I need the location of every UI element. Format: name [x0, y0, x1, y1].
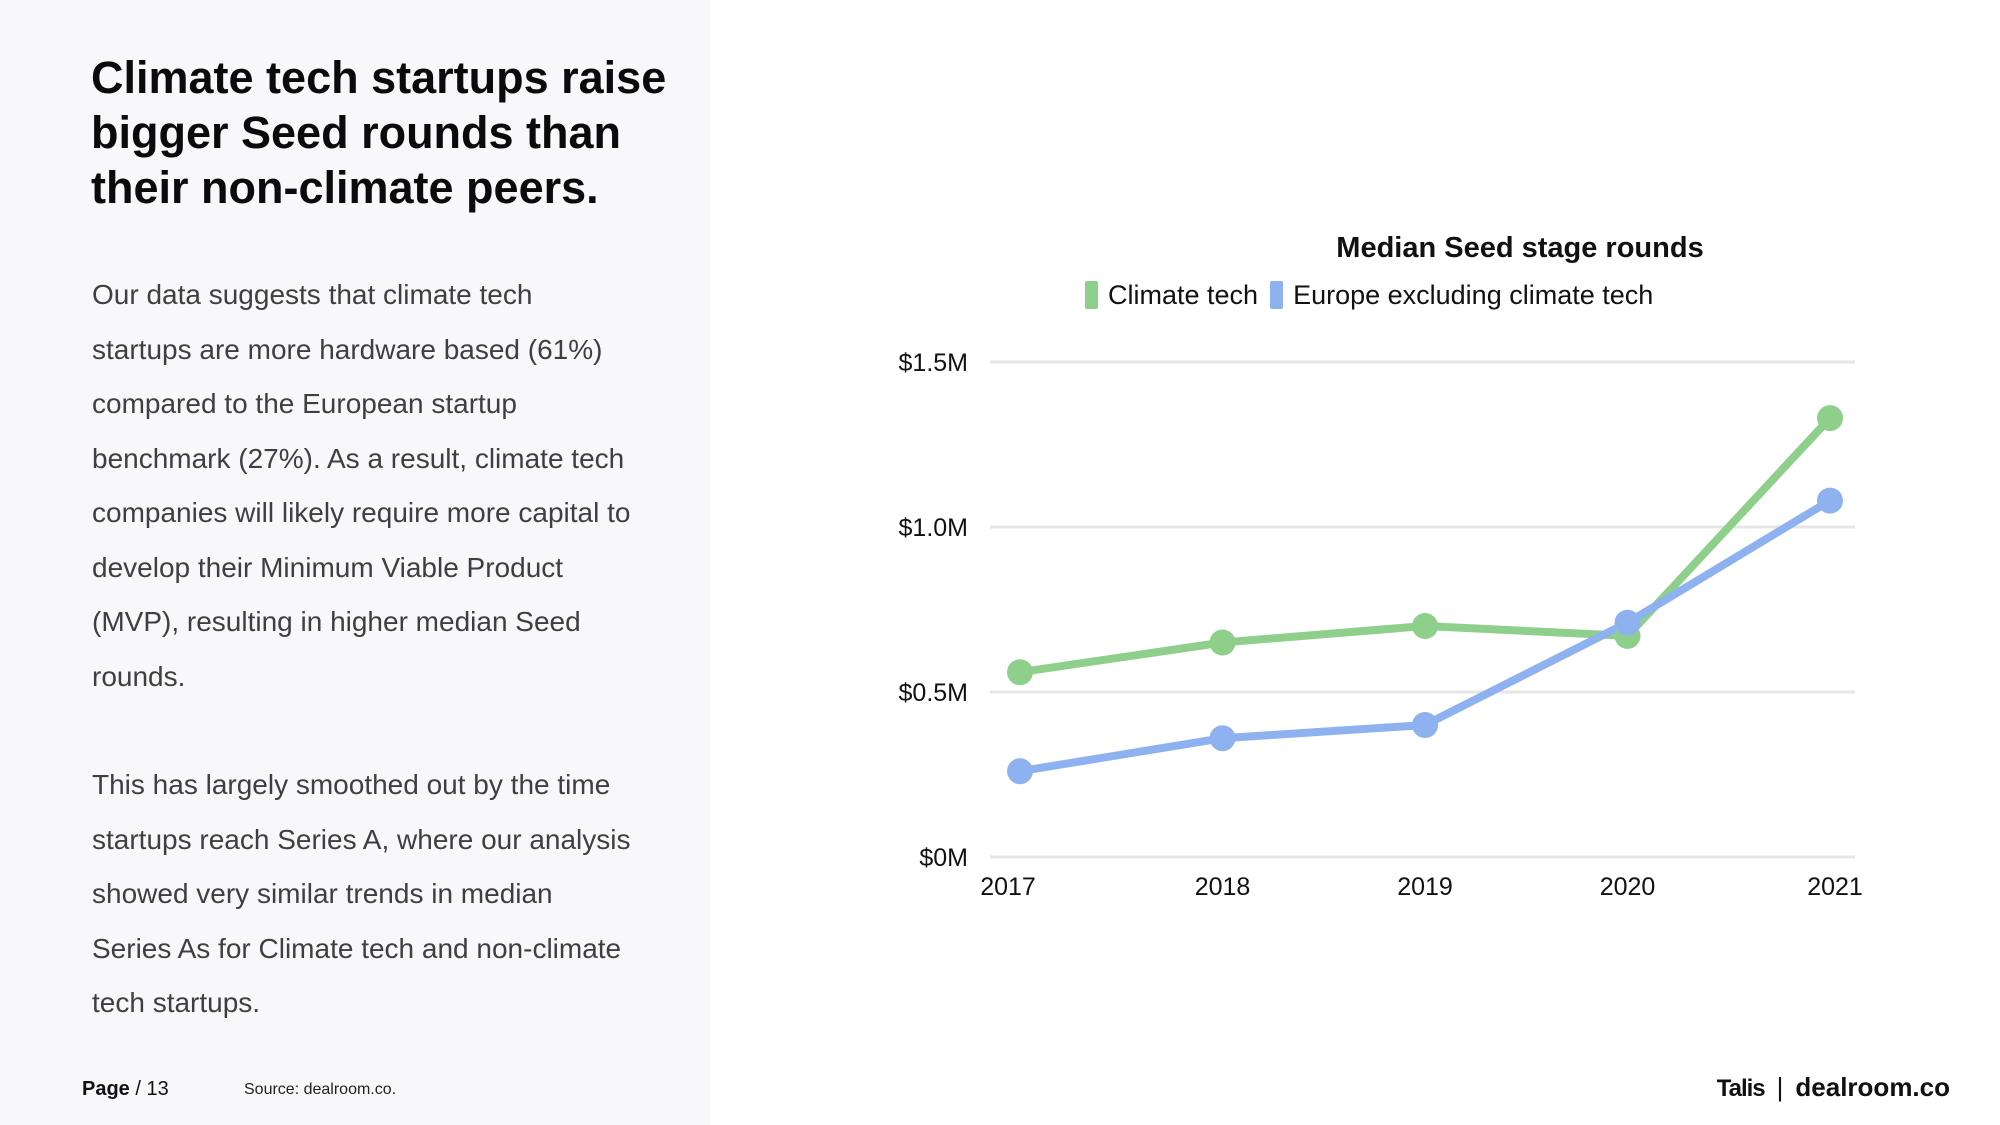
legend-label-climate: Climate tech [1108, 279, 1259, 310]
x-tick-label-2019: 2019 [1397, 873, 1453, 901]
x-tick-label-2018: 2018 [1195, 873, 1251, 901]
page-total: / 13 [135, 1078, 169, 1100]
x-tick-label-2021: 2021 [1807, 873, 1863, 901]
talis-logo: Talis [1716, 1075, 1766, 1102]
body-paragraph-2: This has largely smoothed out by the tim… [92, 769, 631, 1018]
legend-label-europe: Europe excluding climate tech [1293, 279, 1654, 310]
data-point-s1-2019 [1412, 712, 1438, 738]
data-point-s1-2021 [1817, 487, 1843, 514]
x-tick-label-2020: 2020 [1600, 873, 1656, 901]
data-point-s0-2018 [1209, 629, 1236, 656]
data-point-s0-2017 [1007, 659, 1033, 686]
legend-swatch-europe [1270, 281, 1284, 309]
data-point-s1-2018 [1209, 725, 1236, 752]
brand-separator: | [1776, 1072, 1784, 1102]
legend-item-europe: Europe excluding climate tech [1270, 280, 1653, 311]
left-panel [0, 0, 710, 1125]
page-title: Climate tech startups raise bigger Seed … [91, 52, 667, 213]
chart-legend: Climate tech Europe excluding climate te… [1085, 278, 1665, 312]
data-point-s0-2021 [1817, 405, 1843, 432]
y-tick-label-3: $1.5M [899, 349, 968, 377]
y-tick-label-1: $0.5M [899, 679, 968, 707]
y-tick-label-0: $0M [919, 844, 968, 872]
x-tick-label-2017: 2017 [980, 873, 1036, 901]
source-note: Source: dealroom.co. [244, 1081, 397, 1098]
legend-item-climate: Climate tech [1085, 280, 1258, 311]
data-point-s1-2020 [1614, 609, 1641, 636]
y-tick-label-2: $1.0M [899, 514, 968, 542]
data-point-s1-2017 [1007, 758, 1033, 785]
brand-logos: Talis | dealroom.co [1717, 1072, 1950, 1103]
body-paragraph-1: Our data suggests that climate tech star… [92, 279, 631, 692]
legend-swatch-climate [1085, 281, 1098, 309]
dealroom-logo: dealroom.co [1795, 1072, 1950, 1102]
data-point-s0-2019 [1412, 613, 1438, 639]
page-number: Page / 13 [82, 1078, 169, 1101]
chart-title: Median Seed stage rounds [1336, 232, 1704, 264]
page-label: Page [82, 1078, 130, 1100]
